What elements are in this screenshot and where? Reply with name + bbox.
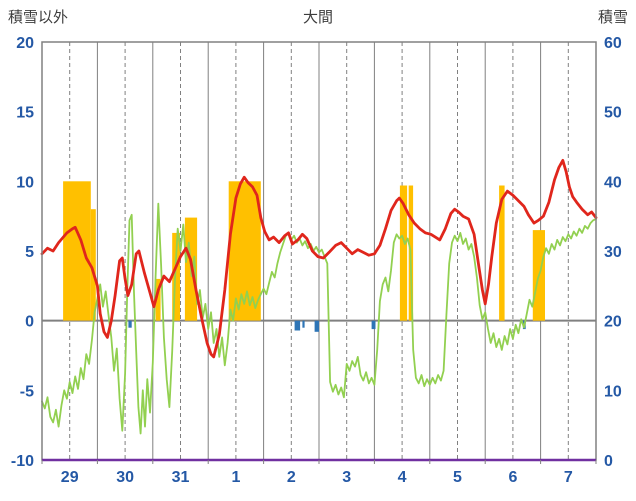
left-axis-tick: -5 <box>20 383 34 400</box>
x-axis-day-label: 6 <box>508 469 517 486</box>
left-axis-tick: -10 <box>11 453 34 470</box>
chart-title: 大間 <box>302 9 333 26</box>
left-axis-title: 積雪以外 <box>8 9 69 26</box>
right-axis-tick: 50 <box>604 105 622 122</box>
x-axis-day-label: 2 <box>287 469 296 486</box>
x-axis-day-label: 1 <box>231 469 240 486</box>
right-axis-tick: 40 <box>604 174 622 191</box>
x-axis-day-label: 30 <box>116 469 134 486</box>
right-axis-tick: 10 <box>604 383 622 400</box>
right-axis-tick: 20 <box>604 314 622 331</box>
right-axis-tick: 0 <box>604 453 613 470</box>
x-axis-day-label: 29 <box>61 469 79 486</box>
left-axis-tick: 5 <box>25 244 34 261</box>
x-axis-day-label: 7 <box>564 469 573 486</box>
x-axis-day-label: 3 <box>342 469 351 486</box>
right-axis-tick: 30 <box>604 244 622 261</box>
left-axis-tick: 10 <box>16 174 34 191</box>
left-axis-tick: 15 <box>16 105 34 122</box>
right-axis-tick: 60 <box>604 35 622 52</box>
x-axis-day-label: 4 <box>398 469 407 486</box>
left-axis-tick: 20 <box>16 35 34 52</box>
x-axis-day-label: 31 <box>172 469 190 486</box>
right-axis-title: 積雪 <box>597 9 628 26</box>
left-axis-tick: 0 <box>25 314 34 331</box>
x-axis-day-label: 5 <box>453 469 462 486</box>
